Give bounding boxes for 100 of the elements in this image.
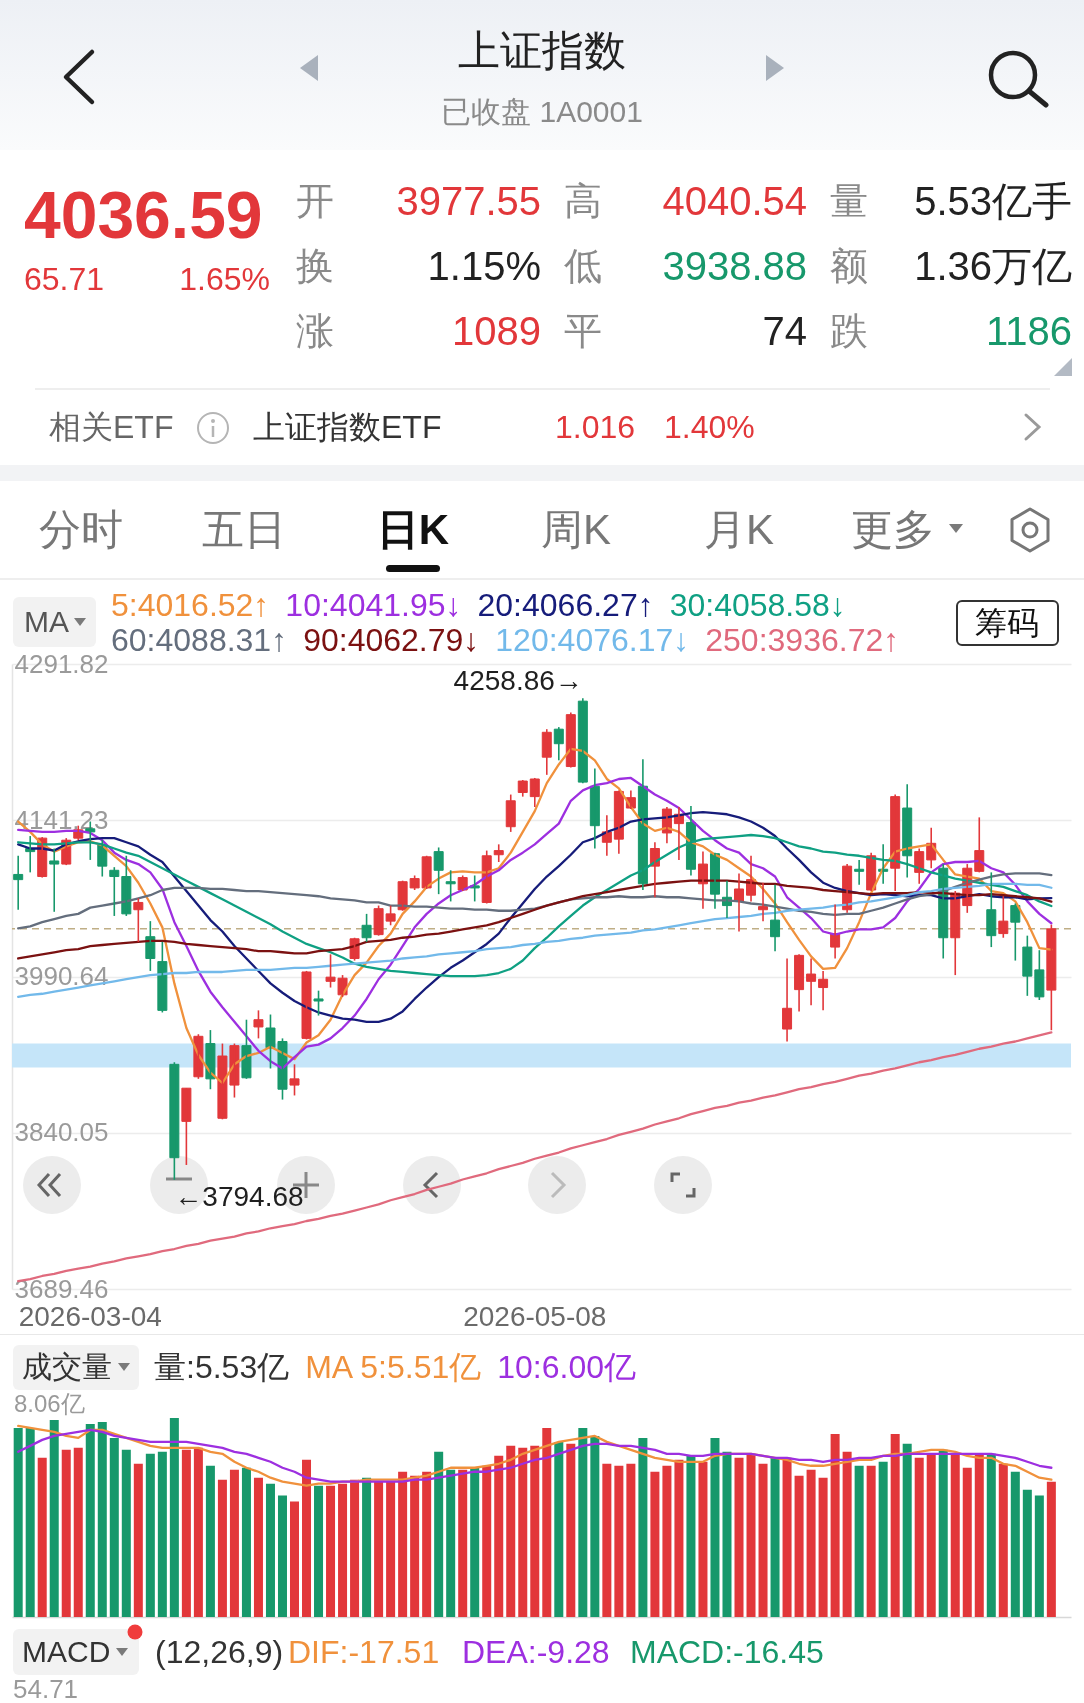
candlestick — [241, 1018, 252, 1080]
candlestick — [1046, 923, 1057, 1032]
annotation: ←3794.68 — [174, 1180, 304, 1212]
bar — [314, 1485, 324, 1617]
text: 120:4076.17↓ — [495, 622, 690, 658]
bar — [494, 1455, 504, 1617]
text: 3938.88 — [662, 244, 807, 288]
bar — [806, 1469, 816, 1617]
bar — [13, 1427, 23, 1617]
text: 五日 — [202, 506, 286, 553]
bar — [626, 1463, 636, 1617]
bar — [1046, 1481, 1056, 1617]
bar — [950, 1453, 960, 1617]
x-tick-label: 2026-05-08 — [463, 1300, 607, 1332]
bar — [49, 1419, 59, 1617]
text: 平 — [564, 310, 602, 352]
candlestick — [253, 1009, 264, 1040]
bar — [1034, 1495, 1044, 1617]
text: MACD — [22, 1635, 111, 1668]
bar — [145, 1453, 155, 1617]
text: 筹码 — [975, 605, 1039, 641]
text: DIF:-17.51 — [288, 1634, 440, 1670]
text: 8.06亿 — [14, 1390, 85, 1417]
text: 5:4016.52↑ — [111, 587, 270, 623]
bar — [121, 1449, 131, 1617]
bar — [410, 1475, 420, 1617]
line-series — [17, 811, 1053, 1023]
bar — [181, 1449, 191, 1617]
bar — [470, 1467, 480, 1617]
candlestick — [49, 847, 60, 913]
candlestick — [313, 989, 324, 1017]
line-series — [17, 872, 1053, 930]
text: 1.15% — [427, 244, 541, 288]
bar — [842, 1451, 852, 1617]
bar — [878, 1461, 888, 1617]
text: 60:4088.31↑ — [111, 622, 288, 658]
bar — [374, 1481, 384, 1617]
bar — [169, 1418, 179, 1617]
bar — [710, 1437, 720, 1617]
bar — [85, 1423, 95, 1617]
annotation: 4258.86→ — [453, 665, 583, 697]
bar — [434, 1451, 444, 1617]
candlestick — [289, 1063, 300, 1097]
text: 跌 — [830, 310, 868, 352]
text: 90:4062.79↓ — [303, 622, 480, 658]
bar — [794, 1475, 804, 1617]
candlestick — [998, 895, 1009, 939]
bar — [73, 1447, 83, 1617]
text: 量:5.53亿 — [154, 1349, 290, 1385]
text: 高 — [564, 180, 602, 222]
text: 开 — [296, 180, 334, 222]
line-series — [17, 882, 1053, 999]
text: 250:3936.72↑ — [705, 622, 900, 658]
bar — [458, 1469, 468, 1617]
text: 涨 — [296, 310, 334, 352]
text: 量 — [830, 180, 868, 222]
text: 换 — [296, 245, 334, 287]
text: 10:4041.95↓ — [285, 587, 462, 623]
legend-title: MA — [24, 605, 69, 638]
bar — [362, 1477, 372, 1617]
bar — [926, 1453, 936, 1617]
bar — [133, 1463, 143, 1617]
bar — [398, 1471, 408, 1617]
text: 1.65% — [179, 261, 270, 297]
bar — [386, 1481, 396, 1617]
candlestick — [1022, 934, 1033, 997]
bar — [229, 1469, 239, 1617]
bar — [241, 1467, 251, 1617]
bar — [650, 1471, 660, 1617]
bar — [578, 1427, 588, 1617]
text: 日K — [376, 506, 450, 553]
bar — [998, 1463, 1008, 1617]
bar — [614, 1465, 624, 1617]
text: 1089 — [452, 309, 541, 353]
bar — [770, 1457, 780, 1617]
bar — [962, 1467, 972, 1617]
bar — [698, 1461, 708, 1617]
text: 20:4066.27↑ — [477, 587, 654, 623]
bar — [914, 1457, 924, 1617]
text: 额 — [830, 245, 868, 287]
bar — [530, 1445, 540, 1617]
y-tick-label: 4141.23 — [14, 804, 109, 835]
bar — [986, 1453, 996, 1617]
series-label: 10:6.00亿 — [497, 1349, 637, 1385]
text: 30:4058.58↓ — [669, 587, 846, 623]
y-tick-label: 3840.05 — [14, 1117, 109, 1148]
bar — [890, 1433, 900, 1617]
text: 3977.55 — [396, 179, 541, 223]
bar — [193, 1447, 203, 1617]
bar — [638, 1437, 648, 1617]
text: 4040.54 — [662, 179, 807, 223]
candlestick — [157, 941, 168, 1014]
bar — [97, 1421, 107, 1617]
bar — [109, 1437, 119, 1617]
text: MA 5:5.51亿 — [305, 1349, 482, 1385]
bar — [326, 1485, 336, 1617]
bar — [482, 1465, 492, 1617]
bar — [506, 1445, 516, 1617]
bar — [590, 1435, 600, 1617]
bar — [854, 1465, 864, 1617]
